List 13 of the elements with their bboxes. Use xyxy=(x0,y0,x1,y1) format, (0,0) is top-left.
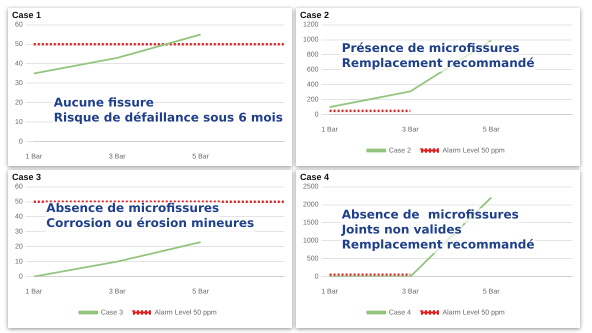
chart-title: Case 2 xyxy=(300,10,330,20)
annotation: Présence de microfissures xyxy=(342,40,520,55)
annotation: Aucune fissure xyxy=(54,95,154,110)
annotation: Remplacement recommandé xyxy=(342,237,535,252)
annotation: Absence de microfissures xyxy=(342,207,519,222)
chart-title: Case 3 xyxy=(12,172,42,182)
annotation: Absence de microfissures xyxy=(46,201,220,216)
annotation: Risque de défaillance sous 6 mois xyxy=(54,110,283,124)
chart-title: Case 1 xyxy=(12,10,42,20)
annotation: Corrosion ou érosion mineures xyxy=(46,216,254,230)
chart-title: Case 4 xyxy=(300,172,330,182)
annotation: Joints non valides xyxy=(340,222,462,236)
annotation: Remplacement recommandé xyxy=(342,56,535,70)
